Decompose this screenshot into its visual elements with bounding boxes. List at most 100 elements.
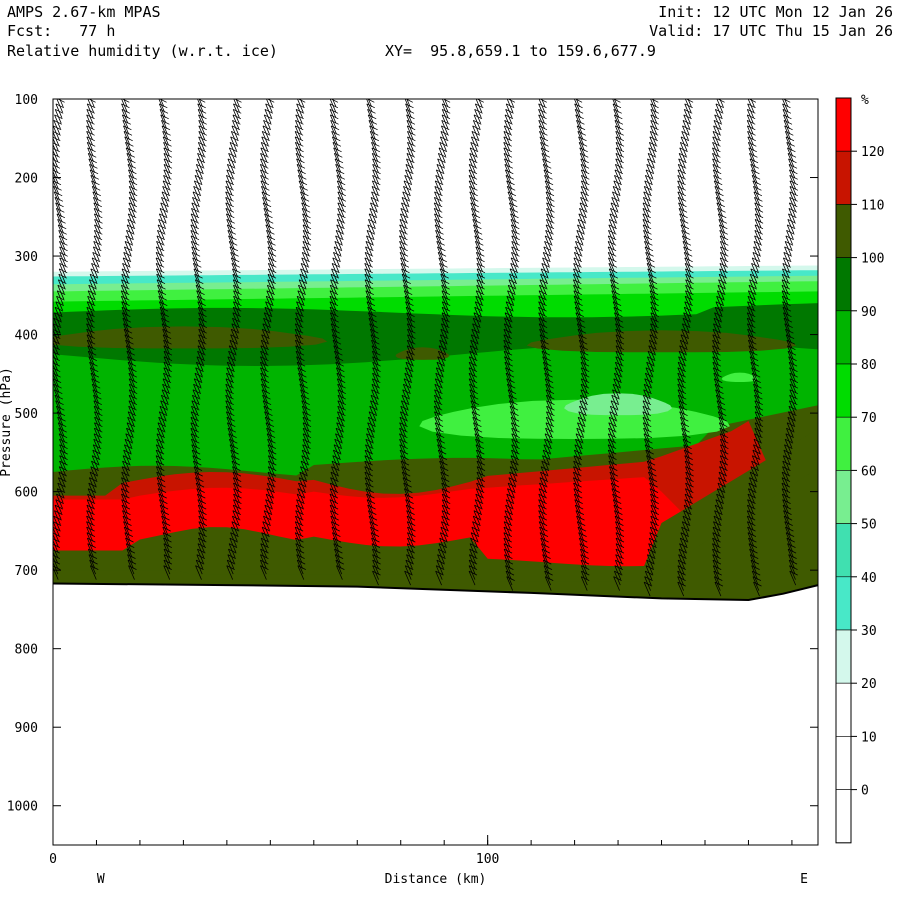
wind-barb-column xyxy=(294,99,312,580)
wind-barb-column xyxy=(468,99,486,586)
colorbar-bin xyxy=(835,150,852,205)
y-tick-label: 600 xyxy=(15,486,38,501)
colorbar-label: 20 xyxy=(861,677,877,692)
east-label: E xyxy=(800,872,808,887)
wind-barb xyxy=(297,565,306,580)
wind-barb xyxy=(644,444,654,459)
wind-barb-column xyxy=(677,99,694,597)
colorbar-bin xyxy=(835,789,852,844)
y-tick-label: 100 xyxy=(15,93,38,108)
wind-barb-column xyxy=(53,99,68,580)
wind-barb-column xyxy=(155,99,173,580)
wind-barb-column xyxy=(190,99,207,580)
y-tick-label: 1000 xyxy=(7,800,38,815)
y-tick-label: 800 xyxy=(15,643,38,658)
colorbar-label: 0 xyxy=(861,784,869,799)
wind-barb xyxy=(503,141,512,157)
wind-barb xyxy=(259,163,269,179)
terrain-surface-line xyxy=(52,582,819,602)
wind-barb-column xyxy=(503,99,520,591)
wind-barb xyxy=(435,570,444,586)
init-time: Init: 12 UTC Mon 12 Jan 26 xyxy=(658,3,893,21)
wind-barb-column xyxy=(120,99,138,580)
colorbar-label: 50 xyxy=(861,518,877,533)
y-axis-title: Pressure (hPa) xyxy=(0,367,14,477)
colorbar-label: 80 xyxy=(861,358,877,373)
wind-barb xyxy=(163,565,172,580)
colorbar-bin xyxy=(835,736,852,790)
y-tick-label: 900 xyxy=(15,721,38,736)
y-tick-label: 500 xyxy=(15,407,38,422)
colorbar-bin xyxy=(835,310,852,365)
wind-barb xyxy=(193,268,203,283)
colorbar-bin xyxy=(835,97,852,152)
wind-barb xyxy=(607,246,617,261)
colorbar-bin xyxy=(835,416,852,471)
y-tick-label: 200 xyxy=(15,172,38,187)
wind-barb-column xyxy=(364,99,381,586)
wind-barb-column xyxy=(538,99,555,591)
wind-barb xyxy=(404,570,413,586)
plot-frame xyxy=(52,98,819,846)
wind-barb xyxy=(580,576,590,591)
y-tick-label: 300 xyxy=(15,250,38,265)
colorbar-label: 60 xyxy=(861,464,877,479)
blob-rh-100-west xyxy=(53,326,328,349)
wind-barb-column xyxy=(433,99,451,586)
colorbar-label: 90 xyxy=(861,305,877,320)
wind-barb xyxy=(746,119,756,135)
colorbar-bin xyxy=(835,363,852,418)
x-tick-label: 0 xyxy=(49,852,57,867)
wind-barb xyxy=(506,576,515,591)
wind-barb xyxy=(468,570,478,586)
wind-barb xyxy=(642,213,651,228)
wind-barb xyxy=(336,565,345,580)
blob-rh-70-east xyxy=(721,372,758,382)
colorbar-bin xyxy=(835,257,852,312)
colorbar-bin xyxy=(835,470,852,524)
colorbar-label: 40 xyxy=(861,571,877,586)
humidity-fill-layer xyxy=(53,265,818,845)
forecast-hour: Fcst: 77 h xyxy=(7,22,116,40)
colorbar-bin xyxy=(835,682,852,737)
wind-barb-column xyxy=(712,99,729,597)
axes: 100 200 300 400 500 600 700 800 900 1000 0 100 W E Dis… xyxy=(0,93,818,887)
wind-barb-column xyxy=(225,99,242,580)
wind-barb-column xyxy=(572,99,590,591)
wind-barb xyxy=(613,576,622,591)
colorbar-label: 30 xyxy=(861,624,877,639)
wind-barb xyxy=(753,581,762,597)
wind-barb-column xyxy=(329,99,347,580)
west-label: W xyxy=(97,872,105,887)
y-tick-label: 700 xyxy=(15,564,38,579)
field-name: Relative humidity (w.r.t. ice) xyxy=(7,42,278,60)
x-axis-title: Distance (km) xyxy=(385,872,487,887)
wind-barb xyxy=(86,125,95,140)
colorbar-bin xyxy=(835,629,852,684)
wind-barb-column xyxy=(642,99,659,597)
colorbar-label: 70 xyxy=(861,411,877,426)
colorbar-bin xyxy=(835,523,852,578)
colorbar-label: 10 xyxy=(861,730,877,745)
colorbar-unit: % xyxy=(861,93,869,108)
wind-barb xyxy=(225,196,234,212)
wind-barb-column xyxy=(399,99,416,586)
wind-barb-column xyxy=(607,99,625,591)
wind-barb xyxy=(89,565,99,580)
wind-barb-layer xyxy=(53,99,799,597)
wind-barb xyxy=(437,444,446,459)
wind-barb-column xyxy=(86,99,103,580)
wind-barb-column xyxy=(259,99,277,580)
wind-barb xyxy=(677,581,686,597)
wind-barb xyxy=(647,268,656,283)
valid-time: Valid: 17 UTC Thu 15 Jan 26 xyxy=(649,22,893,40)
band-rh-100-bottom xyxy=(53,428,818,600)
wind-barb xyxy=(544,576,554,591)
wind-barb-column xyxy=(746,99,764,597)
wind-barb xyxy=(260,565,269,580)
wind-barb xyxy=(195,565,204,580)
colorbar-bin xyxy=(835,204,852,258)
wind-barb xyxy=(155,257,165,272)
y-tick-label: 400 xyxy=(15,329,38,344)
